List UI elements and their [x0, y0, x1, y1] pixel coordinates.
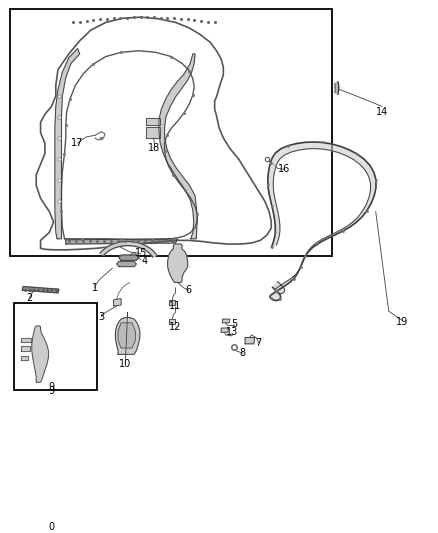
Polygon shape	[21, 346, 30, 351]
Text: 3: 3	[99, 311, 105, 321]
Text: 18: 18	[148, 143, 160, 154]
Text: 6: 6	[185, 285, 191, 295]
Text: 12: 12	[170, 322, 182, 332]
Polygon shape	[221, 328, 229, 332]
Polygon shape	[268, 142, 376, 301]
Text: 5: 5	[231, 319, 237, 329]
Bar	[10, 9, 332, 256]
Text: 9: 9	[48, 386, 54, 396]
Polygon shape	[21, 356, 28, 360]
Polygon shape	[146, 118, 160, 125]
Text: 11: 11	[170, 301, 182, 311]
Text: 16: 16	[278, 165, 290, 174]
Polygon shape	[32, 326, 48, 382]
Polygon shape	[114, 298, 121, 306]
Polygon shape	[118, 323, 135, 348]
Text: 14: 14	[376, 107, 389, 117]
Bar	[14, 303, 97, 390]
Polygon shape	[117, 261, 136, 266]
Text: 17: 17	[71, 138, 84, 148]
Text: 9: 9	[48, 382, 54, 392]
Text: 7: 7	[255, 338, 261, 348]
Text: 8: 8	[240, 348, 246, 358]
Text: 15: 15	[134, 248, 147, 259]
Text: 1: 1	[92, 282, 98, 293]
Polygon shape	[119, 255, 138, 260]
Polygon shape	[223, 319, 230, 323]
Polygon shape	[169, 300, 176, 305]
Text: 2: 2	[27, 293, 33, 303]
Text: 13: 13	[226, 327, 238, 337]
Polygon shape	[159, 54, 197, 239]
Text: 0: 0	[48, 522, 54, 531]
Polygon shape	[335, 82, 339, 94]
Polygon shape	[169, 319, 176, 325]
Polygon shape	[55, 49, 80, 239]
Polygon shape	[100, 241, 157, 257]
Polygon shape	[22, 287, 59, 293]
Text: 4: 4	[142, 256, 148, 266]
Text: 10: 10	[119, 359, 131, 369]
Text: 19: 19	[396, 317, 408, 327]
Polygon shape	[21, 337, 31, 342]
Polygon shape	[168, 244, 187, 282]
Polygon shape	[146, 127, 160, 138]
Polygon shape	[116, 318, 140, 354]
Polygon shape	[66, 239, 178, 244]
Polygon shape	[245, 337, 254, 344]
